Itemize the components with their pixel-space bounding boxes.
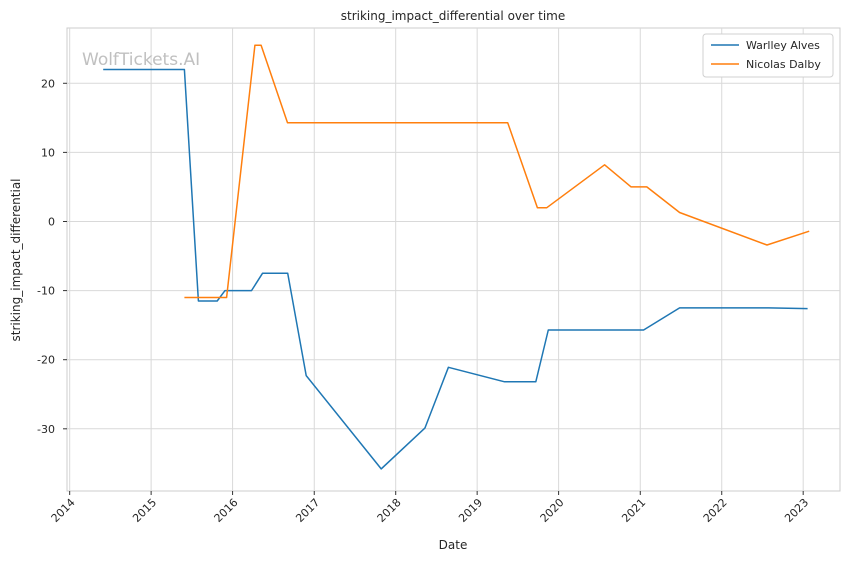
x-tick-label: 2017 — [293, 496, 322, 525]
x-tick-label: 2014 — [49, 496, 78, 525]
y-axis-ticks: 20 10 0 -10 -20 -30 — [37, 77, 67, 436]
series-lines — [103, 44, 810, 470]
series-line-0 — [103, 68, 808, 470]
x-tick-label: 2019 — [456, 496, 485, 525]
y-tick-label: 20 — [41, 77, 55, 90]
plot-background — [66, 27, 841, 492]
legend: Warlley Alves Nicolas Dalby — [702, 33, 834, 78]
x-tick-label: 2023 — [782, 496, 811, 525]
x-tick-label: 2015 — [130, 496, 159, 525]
x-axis-label: Date — [439, 538, 468, 552]
legend-label-warlley: Warlley Alves — [746, 39, 820, 52]
x-axis-ticks: 2014 2015 2016 2017 2018 2019 2020 2021 2022 2023 — [49, 491, 811, 525]
chart-title: striking_impact_differential over time — [341, 9, 566, 23]
y-tick-label: 10 — [41, 146, 55, 159]
x-tick-label: 2021 — [619, 496, 648, 525]
y-tick-label: -20 — [37, 354, 55, 367]
watermark: WolfTickets.AI — [82, 50, 200, 70]
legend-label-dalby: Nicolas Dalby — [746, 58, 821, 71]
x-tick-label: 2016 — [212, 496, 241, 525]
series-line-1 — [184, 44, 810, 299]
x-tick-label: 2020 — [538, 496, 567, 525]
x-tick-label: 2022 — [701, 496, 730, 525]
y-tick-label: -10 — [37, 285, 55, 298]
x-tick-label: 2018 — [375, 496, 404, 525]
y-axis-label: striking_impact_differential — [9, 178, 23, 341]
y-tick-label: -30 — [37, 423, 55, 436]
y-tick-label: 0 — [48, 215, 55, 228]
grid-lines — [67, 28, 840, 491]
